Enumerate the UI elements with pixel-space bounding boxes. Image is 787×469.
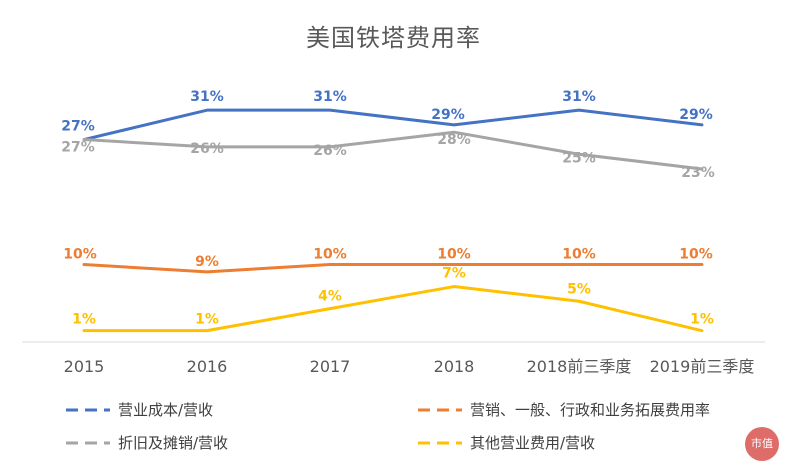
legend-swatch-da: [66, 441, 110, 444]
series-line-0: [82, 108, 704, 142]
x-tick-label: 2017: [310, 357, 351, 376]
data-label: 10%: [437, 247, 471, 263]
data-label: 9%: [195, 254, 219, 270]
data-label: 29%: [431, 107, 465, 123]
data-label: 26%: [313, 143, 347, 159]
data-label: 28%: [437, 132, 471, 148]
x-tick-label: 2015: [64, 357, 105, 376]
legend-label-other: 其他营业费用/营收: [470, 434, 596, 452]
x-tick-label: 2019前三季度: [650, 357, 755, 376]
data-label: 29%: [679, 107, 713, 123]
legend-swatch-other: [418, 441, 462, 444]
data-label: 31%: [313, 89, 347, 105]
data-label: 10%: [679, 247, 713, 263]
x-tick-label: 2016: [187, 357, 228, 376]
chart-title: 美国铁塔费用率: [306, 24, 481, 52]
data-label: 26%: [190, 141, 224, 157]
series-line-1: [82, 263, 704, 274]
data-label: 1%: [72, 312, 96, 328]
series-line-3: [82, 285, 704, 333]
legend-swatch-cost: [66, 408, 110, 411]
data-label: 4%: [318, 289, 342, 305]
data-label: 31%: [562, 89, 596, 105]
data-label: 1%: [195, 312, 219, 328]
data-label: 25%: [562, 150, 596, 166]
x-tick-label: 2018: [434, 357, 475, 376]
legend-label-cost: 营业成本/营收: [118, 401, 214, 419]
data-label: 10%: [562, 247, 596, 263]
legend-item-sga: 营销、一般、行政和业务拓展费用率: [418, 399, 710, 420]
data-label: 10%: [63, 247, 97, 263]
data-label: 27%: [61, 119, 95, 135]
data-label: 23%: [681, 165, 715, 181]
watermark-badge: 市值: [745, 427, 779, 461]
data-label: 27%: [61, 140, 95, 156]
data-label: 7%: [442, 266, 466, 282]
legend-item-da: 折旧及摊销/营收: [66, 432, 228, 453]
legend-swatch-sga: [418, 408, 462, 411]
legend-label-da: 折旧及摊销/营收: [118, 434, 229, 452]
x-tick-label: 2018前三季度: [527, 357, 632, 376]
series-line-2: [82, 130, 704, 171]
data-label: 5%: [567, 281, 591, 297]
data-label: 10%: [313, 247, 347, 263]
legend-item-other: 其他营业费用/营收: [418, 432, 595, 453]
data-label: 1%: [690, 312, 714, 328]
legend-item-cost: 营业成本/营收: [66, 399, 213, 420]
data-label: 31%: [190, 89, 224, 105]
legend-label-sga: 营销、一般、行政和业务拓展费用率: [470, 401, 711, 419]
